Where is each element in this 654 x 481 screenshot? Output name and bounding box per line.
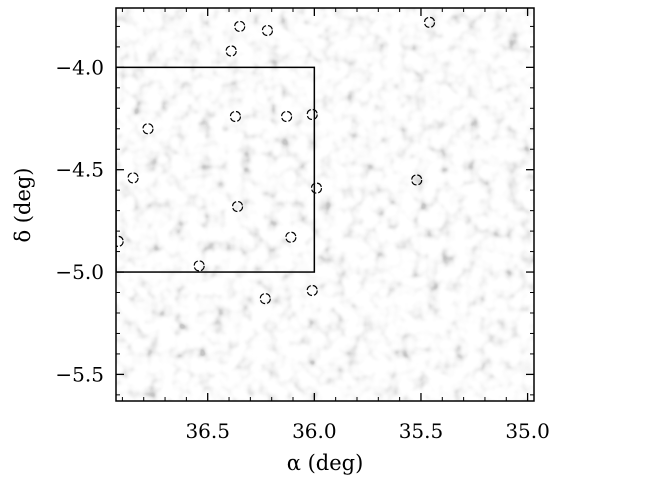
- x-tick-label: 35.0: [505, 419, 550, 443]
- survey-region-box: [116, 66, 316, 273]
- noise-map-background: [116, 8, 534, 401]
- source-marker: [116, 235, 124, 247]
- source-marker: [231, 200, 244, 213]
- source-marker: [306, 108, 318, 121]
- y-tick-label: −4.0: [55, 55, 104, 79]
- x-tick-label: 36.5: [185, 419, 230, 443]
- source-marker: [423, 16, 436, 28]
- y-tick-label: −5.5: [55, 362, 104, 386]
- y-tick-label: −5.0: [55, 260, 104, 284]
- source-marker: [411, 174, 423, 186]
- source-marker: [306, 284, 318, 297]
- source-marker: [127, 172, 139, 184]
- source-marker: [285, 231, 297, 243]
- source-marker: [259, 293, 271, 305]
- x-tick-label: 35.5: [399, 419, 444, 443]
- y-axis-label: δ (deg): [11, 167, 35, 242]
- source-marker: [229, 110, 242, 123]
- x-axis-label: α (deg): [287, 451, 364, 475]
- source-marker: [193, 260, 205, 272]
- source-marker: [281, 110, 293, 123]
- x-tick-label: 36.0: [292, 419, 337, 443]
- source-marker: [142, 123, 154, 135]
- source-marker: [261, 24, 274, 37]
- source-marker: [310, 182, 323, 194]
- source-marker: [225, 45, 237, 57]
- source-marker: [234, 20, 246, 33]
- y-tick-label: −4.5: [55, 158, 104, 182]
